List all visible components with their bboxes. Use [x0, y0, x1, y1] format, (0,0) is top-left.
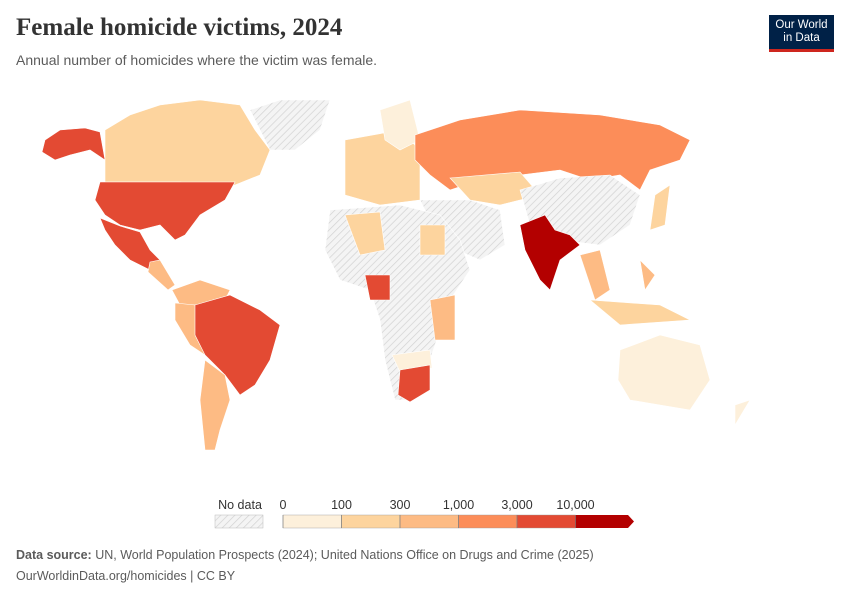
australia[interactable]	[617, 334, 711, 411]
legend-swatch	[341, 514, 401, 529]
legend-swatch	[516, 514, 576, 529]
canada[interactable]	[104, 99, 271, 186]
countries	[41, 99, 751, 451]
scandinavia[interactable]	[379, 99, 421, 151]
southeast-asia[interactable]	[579, 249, 611, 301]
legend: No data 0 100 300 1,000 3,000 10,000	[214, 498, 634, 529]
legend-no-data-label: No data	[218, 498, 262, 512]
legend-swatch	[282, 514, 342, 529]
legend-no-data-swatch	[214, 514, 264, 529]
source-line: Data source: UN, World Population Prospe…	[16, 548, 594, 562]
title: Female homicide victims, 2024	[16, 14, 343, 41]
logo[interactable]: Our World in Data	[769, 15, 834, 52]
legend-tick-label: 0	[280, 498, 287, 512]
argentina[interactable]	[199, 359, 231, 451]
philippines[interactable]	[639, 259, 656, 291]
legend-tick-label: 3,000	[501, 498, 532, 512]
legend-tick-label: 300	[390, 498, 411, 512]
logo-line: Our World	[775, 19, 828, 31]
logo-line: in Data	[783, 32, 820, 44]
url-line[interactable]: OurWorldinData.org/homicides | CC BY	[16, 569, 236, 583]
east-africa[interactable]	[429, 294, 456, 341]
india[interactable]	[519, 214, 581, 291]
algeria[interactable]	[344, 211, 386, 256]
nigeria[interactable]	[364, 274, 391, 301]
legend-tick-label: 100	[331, 498, 352, 512]
indonesia[interactable]	[589, 299, 692, 326]
central-america[interactable]	[147, 259, 176, 291]
legend-swatch	[575, 515, 634, 528]
alaska[interactable]	[41, 127, 106, 161]
peru-bolivia[interactable]	[174, 302, 206, 356]
united-states[interactable]	[94, 181, 236, 241]
south-africa[interactable]	[397, 364, 431, 403]
source-label: Data source:	[16, 548, 92, 562]
legend-swatch	[399, 514, 459, 529]
central-asia[interactable]	[449, 171, 541, 206]
legend-swatch	[458, 514, 518, 529]
source-text: UN, World Population Prospects (2024); U…	[95, 548, 594, 562]
legend-tick-label: 1,000	[443, 498, 474, 512]
japan[interactable]	[649, 184, 671, 231]
russia[interactable]	[414, 109, 691, 191]
egypt[interactable]	[419, 224, 446, 256]
new-zealand[interactable]	[734, 399, 751, 427]
brazil[interactable]	[194, 294, 281, 396]
legend-tick-label: 10,000	[556, 498, 594, 512]
subtitle: Annual number of homicides where the vic…	[16, 52, 378, 68]
